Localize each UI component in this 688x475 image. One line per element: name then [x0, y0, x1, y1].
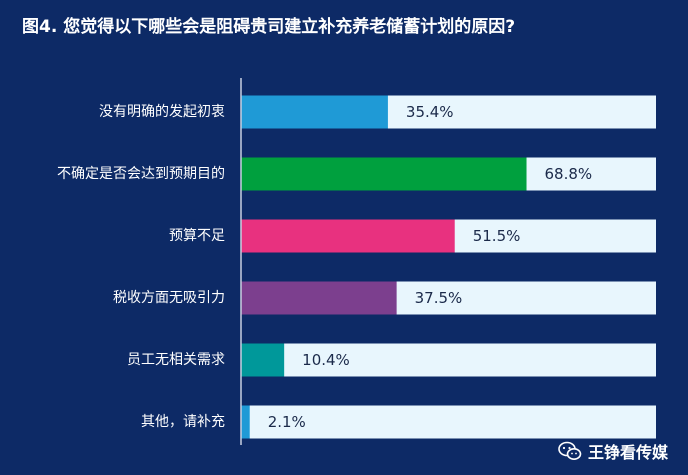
category-label: 员工无相关需求: [127, 352, 225, 368]
category-label: 其他，请补充: [141, 414, 225, 430]
data-label: 35.4%: [406, 103, 454, 121]
data-label: 68.8%: [545, 165, 593, 183]
bar: [241, 95, 388, 129]
data-label: 51.5%: [473, 227, 521, 245]
data-label: 2.1%: [268, 413, 306, 431]
bar: [241, 281, 397, 315]
bar: [241, 219, 455, 253]
data-label: 37.5%: [415, 289, 463, 307]
chart-title: 图4. 您觉得以下哪些会是阻碍贵司建立补充养老储蓄计划的原因?: [22, 17, 516, 37]
category-label: 不确定是否会达到预期目的: [57, 166, 225, 182]
category-label: 预算不足: [169, 228, 225, 244]
data-label: 10.4%: [302, 351, 350, 369]
wechat-icon: [558, 441, 582, 461]
category-label: 税收方面无吸引力: [113, 290, 225, 306]
bar-track: [241, 343, 656, 377]
category-label: 没有明确的发起初衷: [99, 103, 225, 120]
bar-track: [241, 405, 656, 439]
bar: [241, 343, 285, 377]
bar: [241, 405, 250, 439]
watermark-text: 王铮看传媒: [587, 443, 668, 462]
watermark: 王铮看传媒: [558, 439, 668, 463]
bar: [241, 157, 527, 191]
